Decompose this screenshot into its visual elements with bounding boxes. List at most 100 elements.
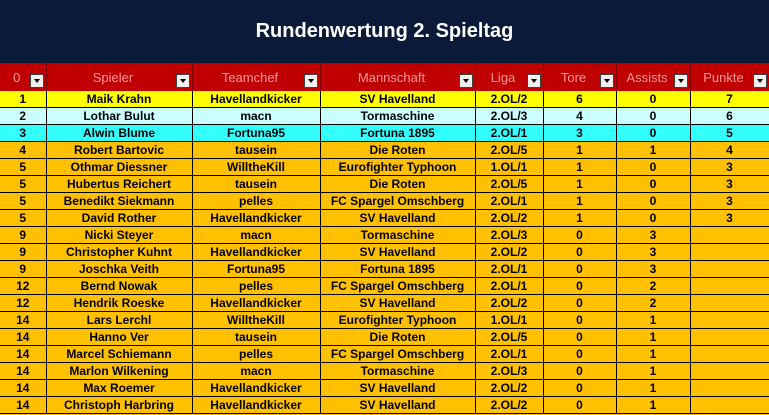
league-cell[interactable]: 2.OL/1 <box>475 260 544 278</box>
assists-cell[interactable]: 0 <box>616 124 691 142</box>
points-cell[interactable] <box>690 328 769 346</box>
team-cell[interactable]: Tormaschine <box>320 107 476 125</box>
team-cell[interactable]: FC Spargel Omschberg <box>320 277 476 295</box>
league-cell[interactable]: 2.OL/3 <box>475 226 544 244</box>
team-cell[interactable]: FC Spargel Omschberg <box>320 192 476 210</box>
player-cell[interactable]: Marlon Wilkening <box>46 362 193 380</box>
team-cell[interactable]: SV Havelland <box>320 209 476 227</box>
league-cell[interactable]: 1.OL/1 <box>475 311 544 329</box>
player-cell[interactable]: Lothar Bulut <box>46 107 193 125</box>
filter-dropdown-icon[interactable] <box>526 74 541 88</box>
assists-cell[interactable]: 0 <box>616 175 691 193</box>
assists-cell[interactable]: 0 <box>616 209 691 227</box>
teamchef-cell[interactable]: Havellandkicker <box>192 294 321 312</box>
goals-cell[interactable]: 0 <box>543 294 617 312</box>
rank-cell[interactable]: 14 <box>0 311 47 329</box>
teamchef-cell[interactable]: tausein <box>192 328 321 346</box>
rank-cell[interactable]: 12 <box>0 294 47 312</box>
teamchef-cell[interactable]: tausein <box>192 141 321 159</box>
points-cell[interactable] <box>690 243 769 261</box>
league-cell[interactable]: 2.OL/2 <box>475 379 544 397</box>
player-cell[interactable]: Alwin Blume <box>46 124 193 142</box>
goals-cell[interactable]: 0 <box>543 396 617 414</box>
league-cell[interactable]: 1.OL/1 <box>475 158 544 176</box>
team-cell[interactable]: SV Havelland <box>320 243 476 261</box>
player-cell[interactable]: Benedikt Siekmann <box>46 192 193 210</box>
team-cell[interactable]: Die Roten <box>320 141 476 159</box>
assists-cell[interactable]: 0 <box>616 158 691 176</box>
assists-cell[interactable]: 3 <box>616 260 691 278</box>
points-cell[interactable] <box>690 311 769 329</box>
rank-cell[interactable]: 5 <box>0 158 47 176</box>
assists-cell[interactable]: 2 <box>616 294 691 312</box>
league-cell[interactable]: 2.OL/2 <box>475 209 544 227</box>
player-cell[interactable]: Max Roemer <box>46 379 193 397</box>
points-cell[interactable] <box>690 277 769 295</box>
league-cell[interactable]: 2.OL/5 <box>475 328 544 346</box>
assists-cell[interactable]: 1 <box>616 141 691 159</box>
team-cell[interactable]: Fortuna 1895 <box>320 260 476 278</box>
league-cell[interactable]: 2.OL/1 <box>475 192 544 210</box>
team-cell[interactable]: Tormaschine <box>320 226 476 244</box>
filter-dropdown-icon[interactable] <box>458 74 473 88</box>
rank-cell[interactable]: 5 <box>0 175 47 193</box>
player-cell[interactable]: Maik Krahn <box>46 91 193 108</box>
rank-cell[interactable]: 4 <box>0 141 47 159</box>
rank-cell[interactable]: 2 <box>0 107 47 125</box>
filter-dropdown-icon[interactable] <box>175 74 190 88</box>
teamchef-cell[interactable]: macn <box>192 107 321 125</box>
goals-cell[interactable]: 1 <box>543 192 617 210</box>
points-cell[interactable] <box>690 362 769 380</box>
team-cell[interactable]: Eurofighter Typhoon <box>320 311 476 329</box>
player-cell[interactable]: Marcel Schiemann <box>46 345 193 363</box>
teamchef-cell[interactable]: Fortuna95 <box>192 260 321 278</box>
assists-cell[interactable]: 0 <box>616 192 691 210</box>
player-cell[interactable]: Christoph Harbring <box>46 396 193 414</box>
teamchef-cell[interactable]: WilltheKill <box>192 311 321 329</box>
filter-dropdown-icon[interactable] <box>303 74 318 88</box>
goals-cell[interactable]: 4 <box>543 107 617 125</box>
league-cell[interactable]: 2.OL/2 <box>475 396 544 414</box>
points-cell[interactable] <box>690 379 769 397</box>
player-cell[interactable]: Othmar Diessner <box>46 158 193 176</box>
goals-cell[interactable]: 1 <box>543 141 617 159</box>
league-cell[interactable]: 2.OL/5 <box>475 141 544 159</box>
teamchef-cell[interactable]: pelles <box>192 192 321 210</box>
teamchef-cell[interactable]: macn <box>192 362 321 380</box>
goals-cell[interactable]: 0 <box>543 362 617 380</box>
goals-cell[interactable]: 0 <box>543 345 617 363</box>
filter-dropdown-icon[interactable] <box>752 74 767 88</box>
rank-cell[interactable]: 9 <box>0 243 47 261</box>
league-cell[interactable]: 2.OL/1 <box>475 124 544 142</box>
league-cell[interactable]: 2.OL/1 <box>475 345 544 363</box>
assists-cell[interactable]: 0 <box>616 91 691 108</box>
assists-cell[interactable]: 3 <box>616 226 691 244</box>
league-cell[interactable]: 2.OL/3 <box>475 107 544 125</box>
assists-cell[interactable]: 1 <box>616 396 691 414</box>
points-cell[interactable]: 7 <box>690 91 769 108</box>
rank-cell[interactable]: 14 <box>0 345 47 363</box>
teamchef-cell[interactable]: macn <box>192 226 321 244</box>
points-cell[interactable] <box>690 226 769 244</box>
rank-cell[interactable]: 14 <box>0 379 47 397</box>
rank-cell[interactable]: 9 <box>0 226 47 244</box>
goals-cell[interactable]: 0 <box>543 243 617 261</box>
goals-cell[interactable]: 0 <box>543 226 617 244</box>
points-cell[interactable] <box>690 294 769 312</box>
team-cell[interactable]: Fortuna 1895 <box>320 124 476 142</box>
player-cell[interactable]: Christopher Kuhnt <box>46 243 193 261</box>
team-cell[interactable]: Tormaschine <box>320 362 476 380</box>
points-cell[interactable] <box>690 345 769 363</box>
league-cell[interactable]: 2.OL/5 <box>475 175 544 193</box>
rank-cell[interactable]: 14 <box>0 362 47 380</box>
player-cell[interactable]: Hanno Ver <box>46 328 193 346</box>
assists-cell[interactable]: 2 <box>616 277 691 295</box>
goals-cell[interactable]: 3 <box>543 124 617 142</box>
team-cell[interactable]: Die Roten <box>320 175 476 193</box>
filter-dropdown-icon[interactable] <box>673 74 688 88</box>
player-cell[interactable]: Joschka Veith <box>46 260 193 278</box>
goals-cell[interactable]: 0 <box>543 277 617 295</box>
rank-cell[interactable]: 1 <box>0 91 47 108</box>
goals-cell[interactable]: 1 <box>543 175 617 193</box>
points-cell[interactable]: 4 <box>690 141 769 159</box>
